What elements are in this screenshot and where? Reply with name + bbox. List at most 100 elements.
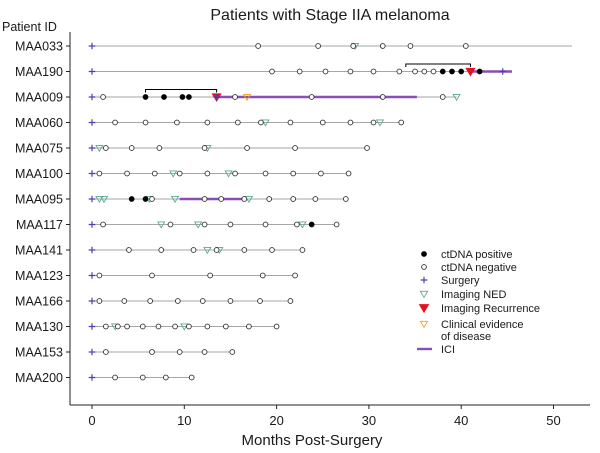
ctdna-negative-point: [227, 221, 234, 228]
surgery-marker: [88, 297, 96, 305]
ctdna-negative-point: [269, 68, 275, 75]
ctdna-positive-point: [458, 68, 465, 75]
legend-item-ctdna-negative: ctDNA negative: [421, 262, 517, 274]
legend-ctdna-negative-swatch: [421, 264, 427, 270]
ctdna-negative-point: [241, 196, 248, 202]
ctdna-positive-point: [308, 221, 315, 228]
legend-imaging-recurrence-swatch: [418, 304, 430, 314]
ctdna-negative-point: [370, 68, 377, 75]
ctdna-negative-point: [412, 68, 418, 75]
imaging-ned-marker: [452, 94, 461, 102]
ctdna-negative-point: [299, 247, 306, 253]
x-tick-label: 20: [269, 413, 283, 428]
ctdna-negative-point: [201, 145, 208, 151]
x-tick-label: 0: [88, 413, 95, 428]
ctdna-negative-point: [430, 68, 437, 75]
ctdna-negative-point: [333, 221, 340, 228]
ctdna-negative-point: [124, 170, 130, 177]
lead-time-bracket: [405, 63, 471, 67]
ctdna-negative-point: [149, 272, 155, 279]
ctdna-negative-point: [139, 323, 146, 330]
patient-id-label: MAA166: [15, 295, 63, 309]
surgery-marker: [213, 93, 220, 101]
ctdna-negative-point: [319, 119, 326, 126]
ctdna-negative-point: [244, 145, 250, 151]
ctdna-negative-point: [312, 196, 319, 202]
ctdna-positive-point: [186, 94, 192, 100]
ctdna-negative-point: [204, 170, 211, 177]
ctdna-negative-point: [102, 349, 109, 355]
ctdna-negative-point: [227, 298, 234, 304]
ctdna-negative-point: [204, 323, 211, 330]
ctdna-negative-point: [287, 298, 294, 304]
ctdna-positive-point: [476, 68, 483, 75]
ctdna-negative-point: [345, 170, 352, 177]
y-axis-header: Patient ID: [2, 20, 57, 34]
ctdna-negative-point: [421, 68, 428, 75]
ctdna-negative-point: [398, 119, 405, 126]
ctdna-negative-point: [188, 374, 195, 381]
ctdna-negative-point: [232, 94, 238, 100]
ctdna-positive-point: [449, 68, 455, 75]
surgery-marker: [88, 323, 96, 330]
ctdna-negative-point: [234, 119, 241, 126]
imaging-ned-marker: [180, 323, 189, 331]
ctdna-negative-point: [199, 298, 206, 304]
ctdna-negative-point: [174, 119, 180, 126]
legend-item-imaging-ned: Imaging NED: [419, 289, 506, 301]
patient-id-label: MAA130: [15, 320, 63, 334]
ctdna-negative-point: [396, 68, 403, 75]
ctdna-negative-point: [167, 221, 174, 228]
surgery-marker: [88, 68, 96, 75]
x-tick-label: 50: [546, 413, 560, 428]
surgery-marker: [88, 272, 96, 279]
legend-label: Imaging Recurrence: [441, 303, 540, 315]
legend-label: of disease: [441, 331, 491, 343]
ctdna-negative-point: [232, 170, 238, 177]
ctdna-negative-point: [287, 119, 294, 126]
ctdna-negative-point: [96, 298, 103, 304]
legend-label: Surgery: [441, 275, 480, 287]
ctdna-negative-point: [147, 298, 153, 304]
imaging-ned-marker: [95, 145, 104, 153]
ctdna-negative-point: [149, 196, 155, 202]
ctdna-negative-point: [213, 247, 220, 253]
imaging-ned-marker: [95, 196, 104, 204]
ctdna-negative-point: [347, 68, 354, 75]
imaging-ned-marker: [99, 196, 109, 204]
patient-id-label: MAA075: [15, 142, 63, 156]
imaging-recurrence-marker: [465, 67, 476, 77]
patient-id-label: MAA153: [15, 346, 63, 360]
ctdna-negative-point: [156, 145, 163, 151]
ctdna-negative-point: [201, 349, 208, 355]
legend-imaging-ned-swatch: [419, 290, 429, 299]
ctdna-negative-point: [308, 94, 315, 100]
surgery-marker: [88, 42, 96, 50]
legend-item-imaging-recurrence: Imaging Recurrence: [418, 303, 540, 315]
ctdna-negative-point: [186, 323, 192, 330]
ctdna-negative-point: [114, 323, 121, 330]
legend-surgery-swatch: [420, 276, 428, 284]
ctdna-negative-point: [100, 221, 106, 228]
plot-area: 0 10 20 30 40 50 MAA033 MAA190 MAA009 MAA060 MAA07…: [15, 32, 590, 428]
x-tick-label: 40: [454, 413, 468, 428]
ctdna-negative-point: [259, 272, 266, 279]
patient-id-label: MAA123: [15, 269, 63, 283]
ctdna-negative-point: [162, 374, 169, 381]
ctdna-negative-point: [112, 119, 118, 126]
patient-id-label: MAA190: [15, 65, 63, 79]
ctdna-negative-point: [379, 94, 386, 100]
imaging-ned-marker: [244, 196, 254, 204]
ctdna-positive-point: [439, 68, 446, 75]
ctdna-negative-point: [201, 221, 208, 228]
legend-item-ici: ICI: [417, 344, 455, 356]
ctdna-negative-point: [347, 119, 354, 126]
imaging-ned-marker: [157, 221, 166, 229]
ctdna-negative-point: [201, 196, 208, 202]
ctdna-negative-point: [222, 323, 229, 330]
ctdna-negative-point: [158, 247, 165, 253]
patient-id-label: MAA060: [15, 116, 63, 130]
ctdna-negative-point: [294, 221, 300, 228]
